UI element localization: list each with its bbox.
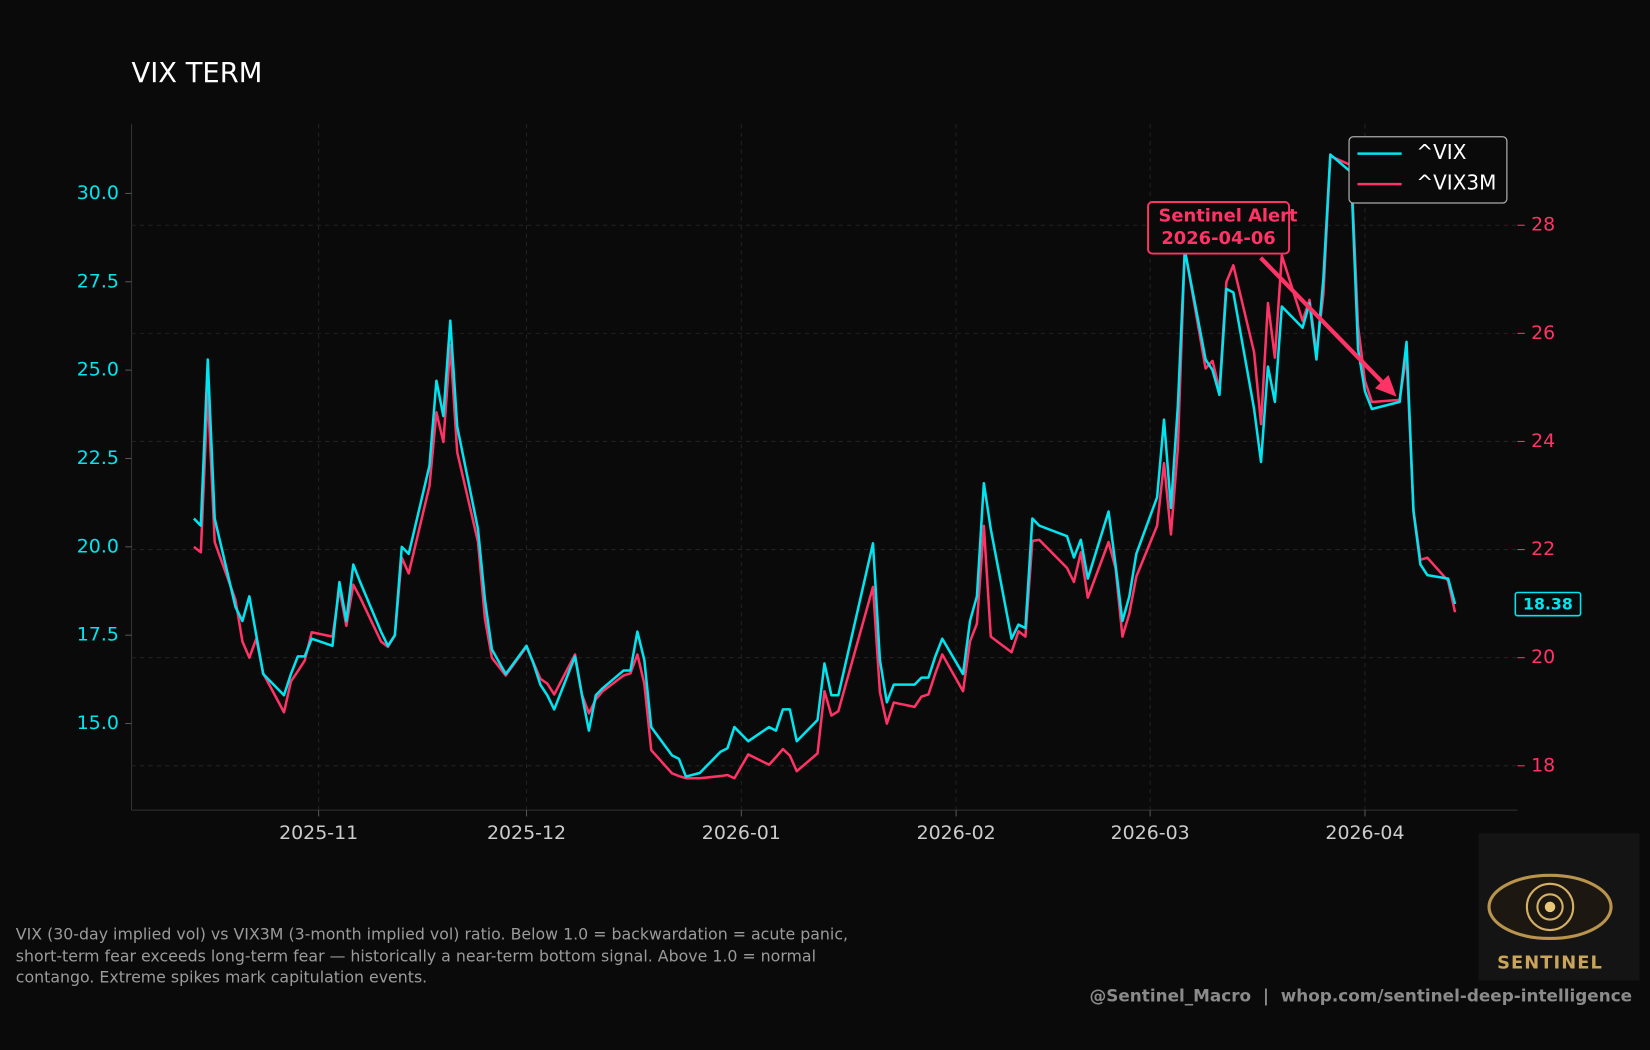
y-tick-label: 30.0: [77, 182, 119, 204]
chart-title: VIX TERM: [132, 58, 263, 89]
logo-iris: [1525, 882, 1575, 932]
x-tick-label: 2025-12: [487, 822, 566, 844]
logo: SENTINEL: [1478, 833, 1640, 981]
y2-tick-label: 20: [1531, 646, 1555, 668]
x-tick-label: 2026-03: [1111, 822, 1190, 844]
last-value-box: [1514, 591, 1582, 617]
legend-label: ^VIX3M: [1416, 171, 1496, 195]
y2-tick-label: 18: [1531, 754, 1555, 776]
x-tick-label: 2026-01: [702, 822, 781, 844]
y2-tick-label: 26: [1531, 322, 1555, 344]
y-tick-label: 20.0: [77, 535, 119, 557]
x-tick-label: 2026-02: [917, 822, 996, 844]
annotation-date: 2026-04-06: [1161, 228, 1275, 249]
y2-tick-label: 28: [1531, 214, 1555, 236]
y-tick-label: 15.0: [77, 712, 119, 734]
legend-label: ^VIX: [1416, 140, 1466, 164]
logo-ring: [1536, 893, 1564, 921]
caption: VIX (30-day implied vol) vs VIX3M (3-mon…: [15, 924, 849, 987]
x-tick-label: 2026-04: [1325, 822, 1404, 844]
y2-tick-label: 24: [1531, 430, 1555, 452]
last-value-label: 18.38: [1523, 595, 1573, 614]
y-tick-label: 17.5: [77, 624, 119, 646]
annotation-arrowhead: [1374, 375, 1397, 397]
logo-pupil: [1544, 901, 1556, 913]
annotation-arrow: [1259, 256, 1384, 384]
brand: SENTINEL: [1497, 953, 1603, 974]
y-tick-label: 25.0: [77, 359, 119, 381]
annotation-box: [1147, 201, 1291, 255]
annotation-title: Sentinel Alert: [1158, 206, 1298, 227]
caption-box: VIX (30-day implied vol) vs VIX3M (3-mon…: [15, 924, 849, 987]
y2-tick-label: 22: [1531, 538, 1555, 560]
x-tick-label: 2025-11: [279, 822, 358, 844]
series-line: [192, 153, 1457, 778]
y-tick-label: 22.5: [77, 447, 119, 469]
y-tick-label: 27.5: [77, 270, 119, 292]
footer: @Sentinel_Macro | whop.com/sentinel-deep…: [1089, 985, 1632, 1005]
